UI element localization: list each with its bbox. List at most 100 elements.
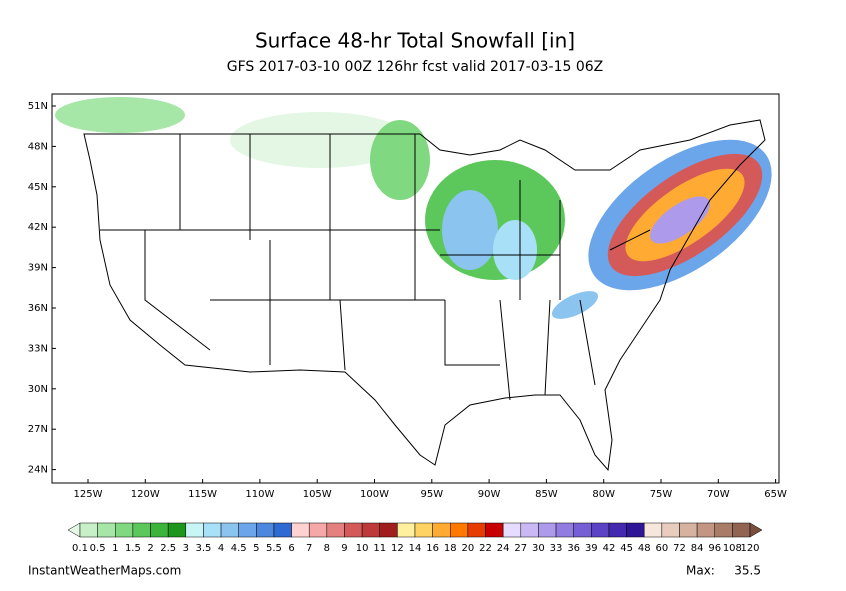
lon-label: 125W	[74, 489, 103, 500]
colorbar-label: 30	[532, 543, 545, 554]
lon-label: 100W	[360, 489, 389, 500]
lon-label: 75W	[650, 489, 673, 500]
colorbar-box	[414, 522, 433, 538]
colorbar-label: 39	[585, 543, 598, 554]
colorbar-box	[520, 522, 539, 538]
map-outline	[83, 119, 766, 472]
colorbar-box	[467, 522, 486, 538]
colorbar-label: 24	[497, 543, 510, 554]
title: Surface 48-hr Total Snowfall [in]	[255, 29, 575, 53]
lat-label: 45N	[28, 182, 48, 193]
colorbar-box	[185, 522, 204, 538]
colorbar-box	[661, 522, 680, 538]
colorbar-end	[67, 522, 81, 538]
max-label: Max:	[686, 564, 715, 578]
colorbar-box	[573, 522, 592, 538]
colorbar-label: 11	[373, 543, 386, 554]
colorbar-box	[591, 522, 610, 538]
colorbar-label: 5	[253, 543, 259, 554]
colorbar-box	[273, 522, 292, 538]
lat-label: 51N	[28, 101, 48, 112]
colorbar-box	[538, 522, 557, 538]
colorbar-box	[643, 522, 663, 538]
colorbar-label: 9	[341, 543, 347, 554]
lon-label: 95W	[420, 489, 443, 500]
colorbar-label: 108	[723, 543, 742, 554]
colorbar-label: 60	[655, 543, 668, 554]
colorbar-box	[555, 522, 574, 538]
colorbar-box	[397, 522, 416, 538]
lon-label: 70W	[707, 489, 730, 500]
colorbar-label: 45	[620, 543, 633, 554]
colorbar-box	[291, 522, 310, 538]
lon-label: 105W	[303, 489, 332, 500]
colorbar-box	[97, 522, 116, 538]
colorbar-label: 8	[324, 543, 330, 554]
colorbar-label: 84	[691, 543, 704, 554]
colorbar-label: 5.5	[266, 543, 282, 554]
snow-shading	[55, 97, 772, 319]
lon-label: 85W	[535, 489, 558, 500]
lat-label: 36N	[28, 303, 48, 314]
colorbar-box	[79, 522, 98, 538]
colorbar-label: 3.5	[195, 543, 211, 554]
colorbar-box	[450, 522, 469, 538]
colorbar-label: 27	[514, 543, 527, 554]
site-credit: InstantWeatherMaps.com	[28, 564, 181, 578]
colorbar-label: 72	[673, 543, 686, 554]
colorbar-box	[502, 522, 522, 538]
colorbar-box	[132, 522, 151, 538]
colorbar-label: 4	[218, 543, 224, 554]
colorbar-box	[115, 522, 134, 538]
lon-label: 115W	[188, 489, 217, 500]
colorbar-label: 36	[567, 543, 580, 554]
colorbar-label: 2	[147, 543, 153, 554]
colorbar-label: 96	[708, 543, 721, 554]
colorbar-box	[326, 522, 345, 538]
colorbar-box	[220, 522, 239, 538]
colorbar-box	[714, 522, 733, 538]
colorbar-label: 0.5	[90, 543, 106, 554]
colorbar-label: 12	[391, 543, 404, 554]
colorbar-label: 42	[603, 543, 616, 554]
colorbar-box	[167, 522, 187, 538]
lat-label: 24N	[28, 465, 48, 476]
lat-label: 27N	[28, 424, 48, 435]
colorbar-box	[344, 522, 363, 538]
colorbar-label: 2.5	[160, 543, 176, 554]
colorbar-label: 48	[638, 543, 651, 554]
colorbar-box	[679, 522, 698, 538]
max-value: 35.5	[734, 564, 761, 578]
lat-label: 30N	[28, 384, 48, 395]
lat-label: 42N	[28, 222, 48, 233]
colorbar-label: 14	[409, 543, 422, 554]
colorbar-label: 33	[550, 543, 563, 554]
colorbar-label: 0.1	[72, 543, 88, 554]
colorbar-box	[203, 522, 222, 538]
colorbar-end	[749, 522, 763, 538]
colorbar-label: 10	[356, 543, 369, 554]
colorbar-box	[256, 522, 275, 538]
lon-label: 80W	[592, 489, 615, 500]
colorbar-box	[308, 522, 328, 538]
colorbar-label: 22	[479, 543, 492, 554]
colorbar-label: 1	[112, 543, 118, 554]
lon-label: 65W	[764, 489, 787, 500]
colorbar-box	[485, 522, 504, 538]
colorbar-label: 120	[740, 543, 759, 554]
colorbar-box	[432, 522, 451, 538]
colorbar-label: 4.5	[231, 543, 247, 554]
colorbar-label: 20	[462, 543, 475, 554]
colorbar-label: 7	[306, 543, 312, 554]
colorbar-box	[608, 522, 627, 538]
colorbar-label: 6	[288, 543, 294, 554]
lat-label: 48N	[28, 141, 48, 152]
colorbar-label: 1.5	[125, 543, 141, 554]
colorbar-box	[361, 522, 380, 538]
lon-label: 120W	[131, 489, 160, 500]
lon-label: 110W	[245, 489, 274, 500]
colorbar-label: 16	[426, 543, 439, 554]
colorbar-box	[626, 522, 645, 538]
colorbar-box	[150, 522, 169, 538]
